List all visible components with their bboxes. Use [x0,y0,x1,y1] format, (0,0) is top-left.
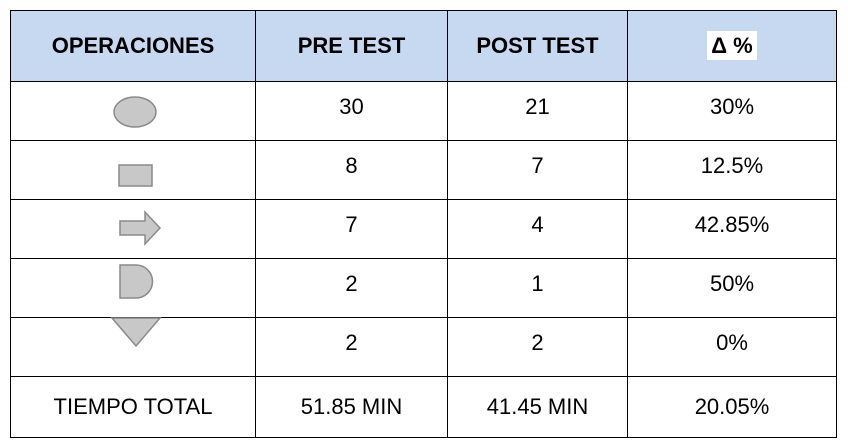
table-cell: 2 [447,317,628,377]
total-cell: TIEMPO TOTAL [10,376,256,438]
table-cell: 0% [627,317,837,377]
table-body: 30 21 30% 8 7 12.5% 7 4 42.85% 2 1 50% 2 2 0% TIEMPO TO… [10,81,837,438]
table-cell: 7 [447,140,628,200]
icon-cell [10,140,256,200]
table-row: 8 7 12.5% [10,140,837,200]
header-cell: Δ % [627,10,837,82]
icon-cell [10,258,256,318]
total-cell: 20.05% [627,376,837,438]
table-cell: 50% [627,258,837,318]
table-cell: 1 [447,258,628,318]
table-cell: 2 [255,317,448,377]
icon-cell [10,199,256,259]
comparison-table: OPERACIONES PRE TEST POST TEST Δ % 30 21 3… [10,10,837,438]
table-cell: 4 [447,199,628,259]
header-text: Δ % [707,31,757,60]
table-cell: 7 [255,199,448,259]
table-cell: 12.5% [627,140,837,200]
header-row: OPERACIONES PRE TEST POST TEST Δ % [10,10,837,82]
table-cell: 8 [255,140,448,200]
total-cell: 51.85 MIN [255,376,448,438]
table-cell: 21 [447,81,628,141]
total-cell: 41.45 MIN [447,376,628,438]
table-cell: 2 [255,258,448,318]
icon-cell [10,317,256,377]
header-cell: OPERACIONES [10,10,256,82]
header-cell: PRE TEST [255,10,448,82]
total-row: TIEMPO TOTAL 51.85 MIN 41.45 MIN 20.05% [10,376,837,438]
icon-cell [10,81,256,141]
table-row: 2 1 50% [10,258,837,318]
header-cell: POST TEST [447,10,628,82]
table-row: 30 21 30% [10,81,837,141]
table-row: 2 2 0% [10,317,837,377]
table-cell: 30 [255,81,448,141]
table-cell: 30% [627,81,837,141]
table-cell: 42.85% [627,199,837,259]
table-row: 7 4 42.85% [10,199,837,259]
